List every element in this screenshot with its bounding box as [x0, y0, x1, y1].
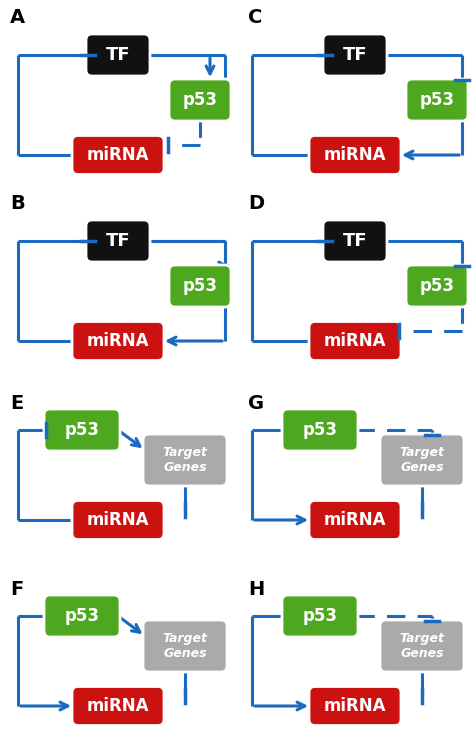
Text: Target
Genes: Target Genes — [400, 446, 445, 474]
Text: p53: p53 — [419, 91, 455, 109]
FancyBboxPatch shape — [323, 34, 387, 76]
Text: E: E — [10, 394, 23, 413]
Text: miRNA: miRNA — [324, 332, 386, 350]
FancyBboxPatch shape — [282, 409, 358, 451]
Text: TF: TF — [343, 232, 367, 250]
Text: p53: p53 — [64, 607, 100, 625]
Text: H: H — [248, 580, 264, 599]
FancyBboxPatch shape — [282, 595, 358, 637]
Text: miRNA: miRNA — [87, 332, 149, 350]
FancyBboxPatch shape — [406, 79, 468, 121]
FancyBboxPatch shape — [143, 620, 227, 672]
Text: F: F — [10, 580, 23, 599]
FancyBboxPatch shape — [169, 79, 231, 121]
Text: Target
Genes: Target Genes — [163, 446, 208, 474]
Text: p53: p53 — [182, 91, 218, 109]
FancyBboxPatch shape — [380, 434, 464, 486]
Text: miRNA: miRNA — [324, 511, 386, 529]
Text: miRNA: miRNA — [324, 146, 386, 164]
Text: Target
Genes: Target Genes — [163, 632, 208, 660]
Text: miRNA: miRNA — [324, 697, 386, 715]
FancyBboxPatch shape — [44, 409, 120, 451]
Text: G: G — [248, 394, 264, 413]
FancyBboxPatch shape — [72, 136, 164, 175]
FancyBboxPatch shape — [72, 501, 164, 539]
FancyBboxPatch shape — [406, 265, 468, 307]
Text: p53: p53 — [419, 277, 455, 295]
Text: Target
Genes: Target Genes — [400, 632, 445, 660]
Text: TF: TF — [106, 46, 130, 64]
FancyBboxPatch shape — [380, 620, 464, 672]
Text: p53: p53 — [182, 277, 218, 295]
Text: miRNA: miRNA — [87, 697, 149, 715]
Text: p53: p53 — [302, 607, 337, 625]
FancyBboxPatch shape — [309, 322, 401, 360]
FancyBboxPatch shape — [309, 686, 401, 726]
Text: miRNA: miRNA — [87, 511, 149, 529]
FancyBboxPatch shape — [72, 322, 164, 360]
FancyBboxPatch shape — [169, 265, 231, 307]
FancyBboxPatch shape — [309, 136, 401, 175]
Text: C: C — [248, 8, 263, 27]
FancyBboxPatch shape — [323, 220, 387, 262]
FancyBboxPatch shape — [86, 34, 150, 76]
FancyBboxPatch shape — [86, 220, 150, 262]
Text: D: D — [248, 194, 264, 213]
Text: p53: p53 — [64, 421, 100, 439]
FancyBboxPatch shape — [44, 595, 120, 637]
Text: TF: TF — [343, 46, 367, 64]
Text: p53: p53 — [302, 421, 337, 439]
Text: A: A — [10, 8, 25, 27]
FancyBboxPatch shape — [143, 434, 227, 486]
Text: TF: TF — [106, 232, 130, 250]
Text: B: B — [10, 194, 25, 213]
FancyBboxPatch shape — [72, 686, 164, 726]
Text: miRNA: miRNA — [87, 146, 149, 164]
FancyBboxPatch shape — [309, 501, 401, 539]
